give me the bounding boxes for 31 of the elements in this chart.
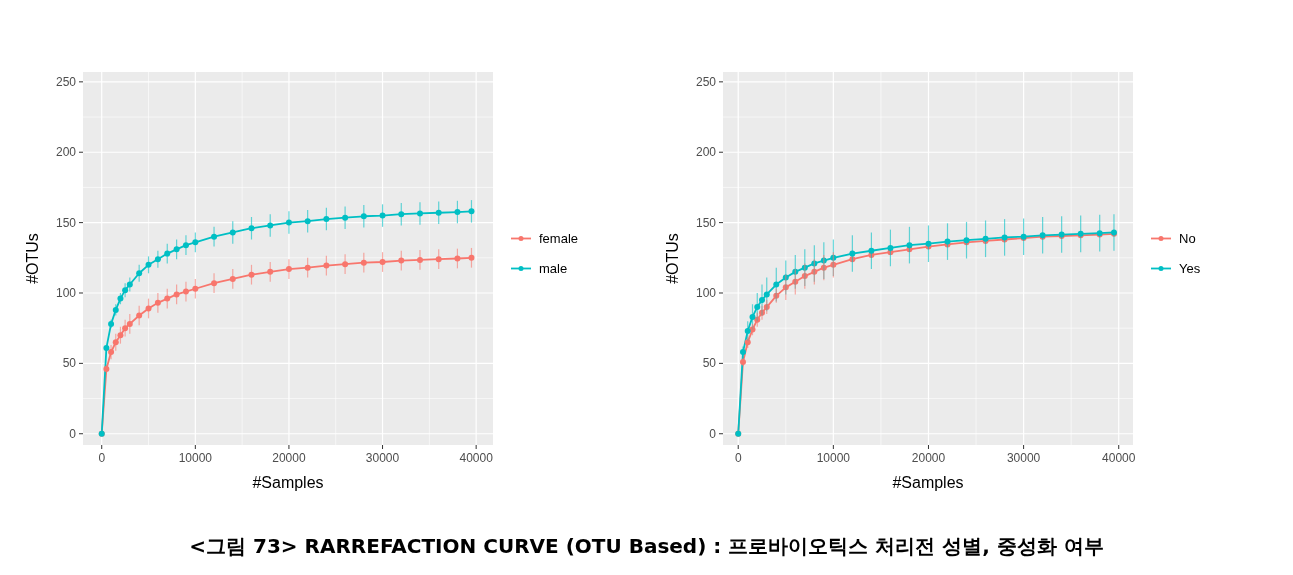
y-tick-label: 100 bbox=[55, 285, 77, 300]
y-axis-title: #OTUs bbox=[24, 233, 41, 284]
x-tick-label: 0 bbox=[734, 451, 742, 465]
x-tick-label: 20000 bbox=[272, 451, 306, 465]
y-tick-label: 200 bbox=[695, 145, 717, 160]
y-tick-label: 150 bbox=[695, 215, 717, 230]
y-tick-label: 150 bbox=[55, 215, 77, 230]
legend-label: Yes bbox=[1179, 260, 1201, 276]
x-tick-label: 40000 bbox=[459, 451, 494, 465]
x-tick-label: 40000 bbox=[1102, 451, 1136, 465]
y-tick-label: 0 bbox=[69, 426, 77, 441]
y-tick-label: 50 bbox=[702, 356, 717, 371]
y-tick-label: 200 bbox=[55, 145, 77, 160]
x-tick-label: 20000 bbox=[911, 451, 946, 465]
y-tick-label: 250 bbox=[55, 74, 77, 89]
text: <그림 73> RARREFACTION CURVE (OTU Based) : 프로바이오틱스 처리전 성별, 중성화 여부 bbox=[189, 534, 1104, 558]
y-tick-label: 250 bbox=[695, 74, 717, 89]
y-tick-label: 0 bbox=[709, 426, 717, 441]
legend-label: male bbox=[539, 260, 568, 276]
y-tick-label: 100 bbox=[695, 285, 717, 300]
legend-label: No bbox=[1179, 230, 1196, 246]
y-tick-label: 50 bbox=[62, 356, 77, 371]
legend-label: female bbox=[539, 230, 579, 246]
x-tick-label: 30000 bbox=[1006, 451, 1041, 465]
x-tick-label: 10000 bbox=[178, 451, 213, 465]
x-tick-label: 10000 bbox=[816, 451, 851, 465]
y-axis-title: #OTUs bbox=[664, 233, 681, 284]
x-axis-title: #Samples bbox=[892, 474, 964, 491]
x-tick-label: 30000 bbox=[365, 451, 400, 465]
x-axis-title: #Samples bbox=[252, 474, 324, 491]
x-tick-label: 0 bbox=[98, 451, 106, 465]
